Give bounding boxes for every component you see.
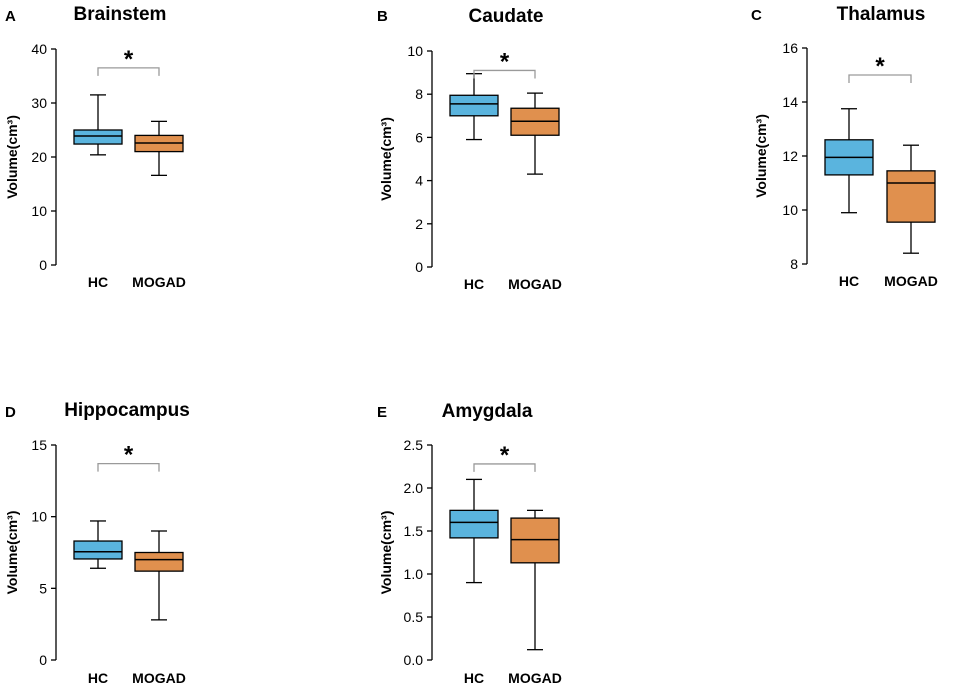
significance-bracket bbox=[473, 463, 536, 472]
panel-letter: D bbox=[5, 404, 16, 421]
y-tick-label: 0 bbox=[39, 652, 47, 668]
significance-star: * bbox=[500, 48, 510, 75]
box-iqr bbox=[510, 517, 560, 564]
y-tick-label: 2.5 bbox=[404, 437, 424, 453]
box-hc bbox=[73, 520, 123, 569]
significance-star: * bbox=[124, 46, 134, 73]
y-tick-label: 2.0 bbox=[404, 480, 424, 496]
x-category-label: MOGAD bbox=[508, 276, 562, 292]
x-category-label: HC bbox=[839, 273, 859, 289]
y-axis-label: Volume(cm³) bbox=[378, 511, 394, 595]
y-axis-label: Volume(cm³) bbox=[4, 511, 20, 595]
y-tick-label: 6 bbox=[415, 129, 423, 145]
panel-letter: A bbox=[5, 8, 16, 25]
x-category-label: MOGAD bbox=[132, 274, 186, 290]
significance-bracket bbox=[97, 462, 160, 472]
box-iqr bbox=[134, 551, 184, 572]
y-tick-label: 40 bbox=[31, 41, 47, 57]
significance-star: * bbox=[500, 442, 510, 469]
significance-star: * bbox=[875, 53, 885, 80]
y-tick-label: 10 bbox=[782, 202, 798, 218]
y-axis-label: Volume(cm³) bbox=[753, 114, 769, 198]
box-mogad bbox=[134, 530, 184, 621]
y-tick-label: 10 bbox=[31, 509, 47, 525]
chart-title: Thalamus bbox=[837, 4, 926, 25]
y-tick-label: 10 bbox=[31, 203, 47, 219]
chart-title: Caudate bbox=[469, 6, 544, 27]
y-tick-label: 16 bbox=[782, 40, 798, 56]
y-tick-label: 1.0 bbox=[404, 566, 424, 582]
significance-bracket bbox=[473, 69, 536, 79]
box-iqr bbox=[73, 129, 123, 145]
box-mogad bbox=[886, 144, 936, 254]
panel-letter: C bbox=[751, 7, 762, 24]
y-tick-label: 5 bbox=[39, 580, 47, 596]
panel-a-brainstem: A Brainstem 0 10 20 30 40 Volume(cm³) HC MOGAD * bbox=[4, 4, 186, 290]
x-category-label: HC bbox=[88, 670, 108, 686]
box-iqr bbox=[73, 540, 123, 560]
y-tick-label: 14 bbox=[782, 94, 798, 110]
panel-letter: B bbox=[377, 8, 388, 25]
box-mogad bbox=[134, 120, 184, 177]
panel-c-thalamus: C Thalamus 8 10 12 14 16 Volume(cm³) HC MOGAD * bbox=[751, 4, 938, 289]
chart-title: Amygdala bbox=[442, 401, 533, 422]
box-iqr bbox=[449, 509, 499, 539]
y-tick-label: 0.5 bbox=[404, 609, 424, 625]
box-hc bbox=[449, 73, 499, 141]
box-mogad bbox=[510, 509, 560, 651]
significance-star: * bbox=[124, 442, 134, 469]
panel-b-caudate: B Caudate 0 2 4 6 8 10 Volume(cm³) HC MOGAD * bbox=[377, 6, 562, 292]
x-category-label: HC bbox=[88, 274, 108, 290]
y-tick-label: 15 bbox=[31, 437, 47, 453]
y-tick-label: 4 bbox=[415, 173, 423, 189]
x-category-label: MOGAD bbox=[132, 670, 186, 686]
x-category-label: MOGAD bbox=[508, 670, 562, 686]
box-iqr bbox=[449, 94, 499, 117]
x-category-label: HC bbox=[464, 276, 484, 292]
y-tick-label: 12 bbox=[782, 148, 798, 164]
chart-title: Hippocampus bbox=[64, 400, 190, 421]
box-iqr bbox=[886, 170, 936, 223]
panel-e-amygdala: E Amygdala 0.0 0.5 1.0 1.5 2.0 2.5 Volume(cm³) HC… bbox=[377, 401, 562, 686]
y-tick-label: 30 bbox=[31, 95, 47, 111]
significance-bracket bbox=[97, 67, 160, 76]
significance-bracket bbox=[848, 74, 912, 83]
y-axis-label: Volume(cm³) bbox=[378, 117, 394, 201]
box-hc bbox=[73, 94, 123, 156]
x-category-label: MOGAD bbox=[884, 273, 938, 289]
box-hc bbox=[449, 478, 499, 584]
y-tick-label: 8 bbox=[415, 86, 423, 102]
y-tick-label: 1.5 bbox=[404, 523, 424, 539]
box-mogad bbox=[510, 92, 560, 175]
y-tick-label: 0.0 bbox=[404, 652, 424, 668]
chart-title: Brainstem bbox=[74, 4, 167, 25]
y-tick-label: 8 bbox=[790, 256, 798, 272]
y-tick-label: 2 bbox=[415, 216, 423, 232]
y-tick-label: 0 bbox=[415, 259, 423, 275]
panel-letter: E bbox=[377, 404, 387, 421]
x-category-label: HC bbox=[464, 670, 484, 686]
y-tick-label: 0 bbox=[39, 257, 47, 273]
y-tick-label: 10 bbox=[407, 43, 423, 59]
y-tick-label: 20 bbox=[31, 149, 47, 165]
y-axis-label: Volume(cm³) bbox=[4, 115, 20, 199]
panel-d-hippocampus: D Hippocampus 0 5 10 15 Volume(cm³) HC MOGAD * bbox=[4, 400, 190, 686]
box-hc bbox=[824, 108, 874, 214]
